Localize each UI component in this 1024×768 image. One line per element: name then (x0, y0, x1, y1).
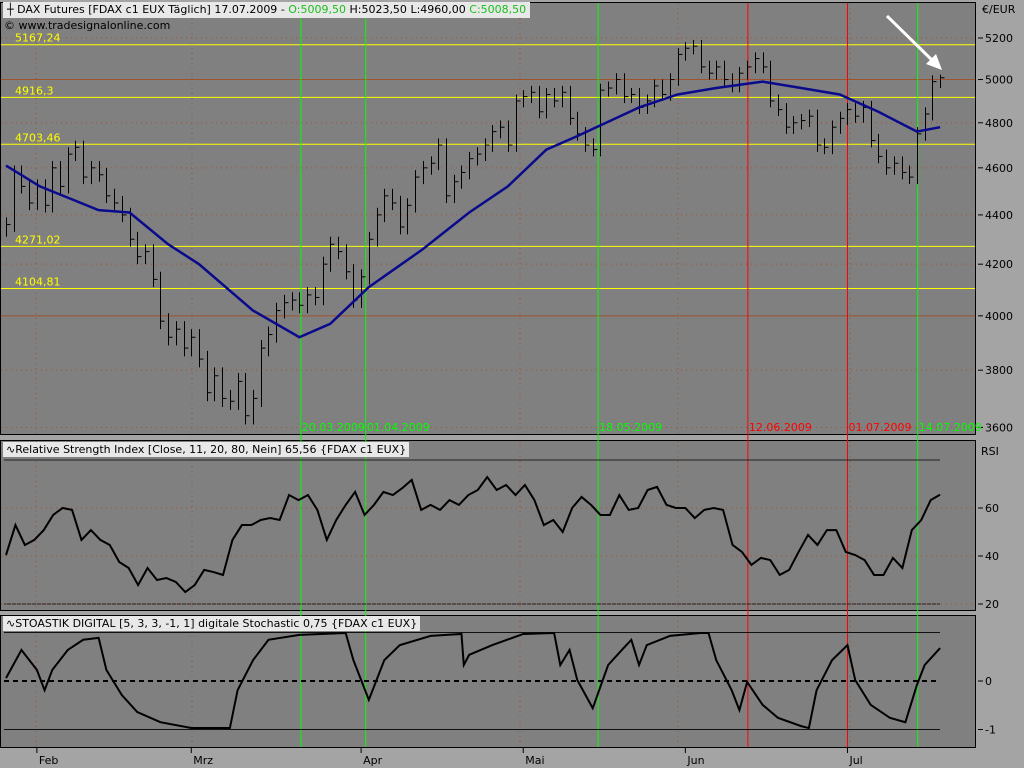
marker-label: 20.03.2009 (302, 421, 365, 434)
high-value: H:5023,50 (349, 3, 407, 16)
header-sep: - (280, 3, 285, 16)
price-tick-label: 5200 (985, 32, 1013, 45)
x-tick-label: Feb (39, 754, 58, 767)
rsi-tick-label: 60 (985, 502, 999, 515)
chart-header: ┼ DAX Futures [FDAX c1 EUX Täglich] 17.0… (3, 2, 531, 18)
price-tick-label: 4600 (985, 162, 1013, 175)
marker-label: 12.06.2009 (749, 421, 812, 434)
x-tick-label: Mrz (193, 754, 213, 767)
marker-label: 14.07.2009 (919, 421, 982, 434)
marker-label: 01.07.2009 (848, 421, 911, 434)
crosshair-icon: ┼ (7, 3, 14, 16)
instrument-title: DAX Futures [FDAX c1 EUX Täglich] (17, 3, 211, 16)
rsi-line (5, 475, 941, 594)
stoch-tick-label: 0 (985, 675, 992, 688)
rsi-tick-label: 40 (985, 550, 999, 563)
stochastic-line (5, 631, 941, 730)
x-tick-label: Jun (686, 754, 704, 767)
price-tick-label: 5000 (985, 74, 1013, 87)
x-tick-label: Mai (525, 754, 544, 767)
arrow-head-icon (926, 54, 942, 70)
low-value: L:4960,00 (410, 3, 466, 16)
price-tick-label: 4000 (985, 310, 1013, 323)
price-tick-label: 4200 (985, 258, 1013, 271)
rsi-axis-label: RSI (981, 445, 999, 458)
stoch-title-text: STOASTIK DIGITAL [5, 3, 3, -1, 1] digita… (15, 617, 418, 630)
marker-label: 01.04.2009 (367, 421, 430, 434)
stoch-title[interactable]: ∿STOASTIK DIGITAL [5, 3, 3, -1, 1] digit… (3, 616, 421, 631)
open-value: O:5009,50 (288, 3, 346, 16)
rsi-tick-label: 20 (985, 598, 999, 611)
price-tick-label: 4400 (985, 209, 1013, 222)
panel-0 (0, 2, 976, 435)
x-tick-label: Jul (848, 754, 862, 767)
level-label: 4916,3 (15, 84, 54, 97)
panel-2 (0, 615, 976, 748)
marker-label: 18.05.2009 (599, 421, 662, 434)
moving-average-line (5, 80, 941, 339)
stoch-tick-label: -1 (985, 724, 996, 737)
rsi-title-text: Relative Strength Index [Close, 11, 20, … (15, 443, 407, 456)
copyright: © www.tradesignalonline.com (4, 19, 171, 32)
level-label: 4703,46 (15, 131, 61, 144)
level-label: 4271,02 (15, 233, 61, 246)
price-axis-label: €/EUR (982, 3, 1016, 16)
price-tick-label: 4800 (985, 117, 1013, 130)
x-tick-label: Apr (363, 754, 383, 767)
price-tick-label: 3600 (985, 421, 1013, 434)
price-tick-label: 3800 (985, 364, 1013, 377)
rsi-title[interactable]: ∿Relative Strength Index [Close, 11, 20,… (3, 442, 410, 457)
arrow-icon (885, 14, 938, 66)
level-label: 5167,24 (15, 32, 61, 45)
close-value: C:5008,50 (469, 3, 527, 16)
header-date: 17.07.2009 (214, 3, 278, 16)
level-label: 4104,81 (15, 275, 61, 288)
panel-1 (0, 440, 976, 611)
